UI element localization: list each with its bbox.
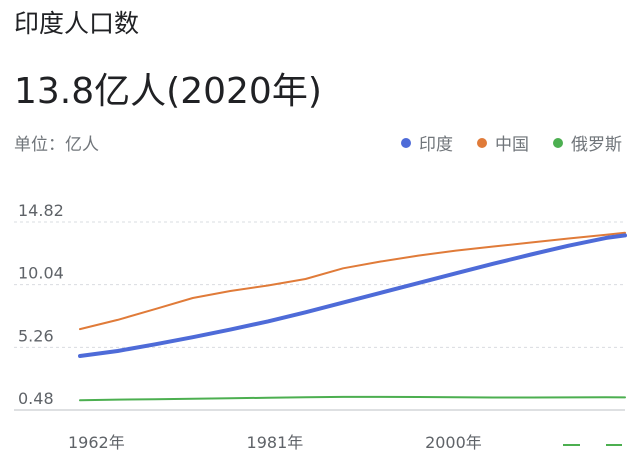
legend-item-india[interactable]: 印度 xyxy=(401,130,453,155)
series-line-russia[interactable] xyxy=(79,395,626,402)
x-tick-label: 1962年 xyxy=(68,433,125,452)
legend-item-russia[interactable]: 俄罗斯 xyxy=(553,130,622,155)
series-line-china[interactable] xyxy=(79,231,626,331)
series-line-india[interactable] xyxy=(78,233,627,358)
legend-label-india: 印度 xyxy=(419,135,453,155)
x-tick-label: 1981年 xyxy=(247,433,304,452)
legend-item-china[interactable]: 中国 xyxy=(477,130,529,155)
chart-title: 印度人口数 xyxy=(14,9,140,38)
y-tick-label: 10.04 xyxy=(18,264,64,283)
x-tick-label: 2000年 xyxy=(425,433,482,452)
legend-label-russia: 俄罗斯 xyxy=(571,135,622,155)
legend-dot-india xyxy=(401,137,411,148)
legend-label-china: 中国 xyxy=(495,135,529,155)
y-tick-label: 14.82 xyxy=(18,201,64,220)
y-tick-label: 5.26 xyxy=(18,326,54,345)
legend-dot-china xyxy=(477,137,487,148)
unit-label: 单位：亿人 xyxy=(14,135,99,155)
headline-value: 13.8亿人(2020年) xyxy=(14,71,322,112)
legend: 印度 中国 俄罗斯 xyxy=(401,130,622,155)
legend-dot-russia xyxy=(553,137,563,148)
y-tick-label: 0.48 xyxy=(18,389,54,408)
